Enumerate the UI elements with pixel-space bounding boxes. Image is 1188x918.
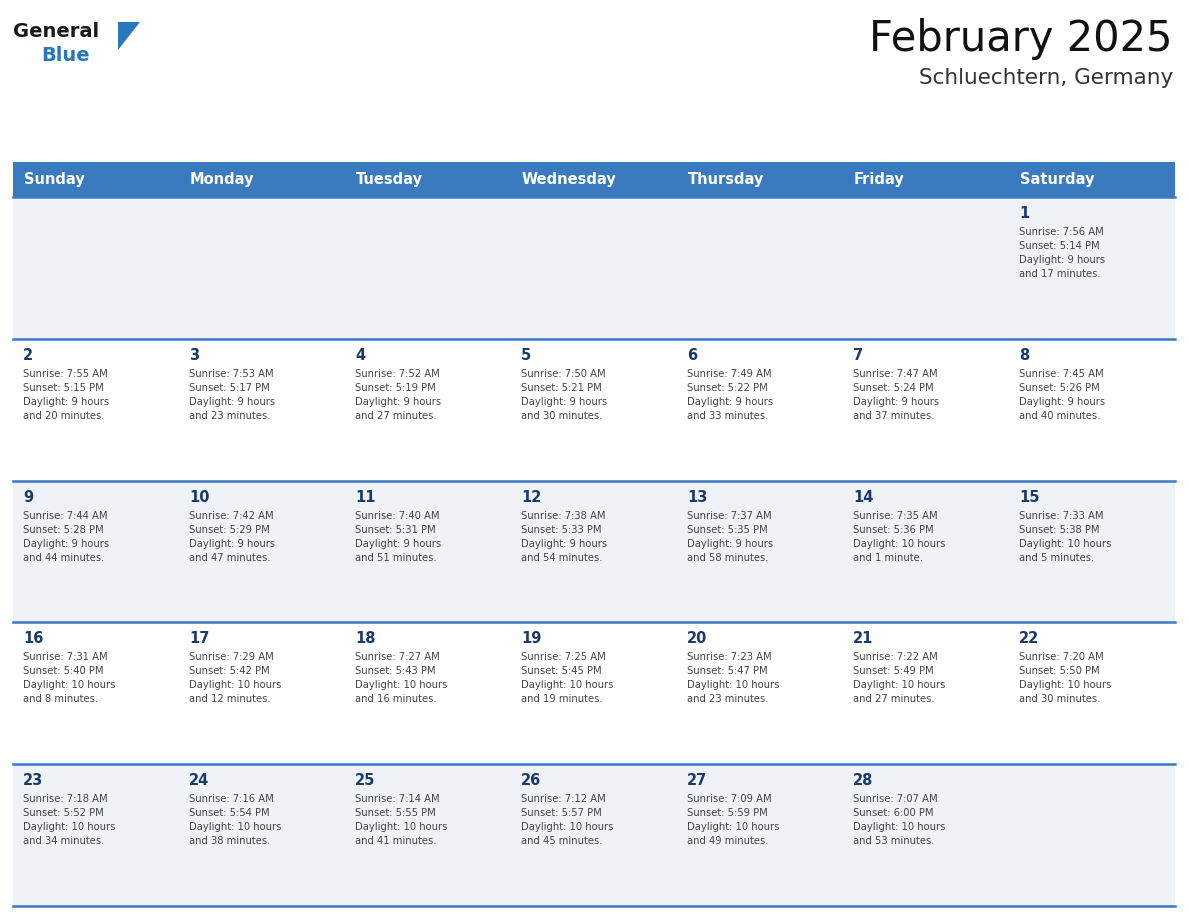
Text: 26: 26 <box>522 773 542 789</box>
Text: 9: 9 <box>23 489 33 505</box>
Text: Sunrise: 7:42 AM
Sunset: 5:29 PM
Daylight: 9 hours
and 47 minutes.: Sunrise: 7:42 AM Sunset: 5:29 PM Dayligh… <box>189 510 276 563</box>
Text: 11: 11 <box>355 489 375 505</box>
Text: Sunrise: 7:50 AM
Sunset: 5:21 PM
Daylight: 9 hours
and 30 minutes.: Sunrise: 7:50 AM Sunset: 5:21 PM Dayligh… <box>522 369 607 420</box>
Text: 23: 23 <box>23 773 43 789</box>
Bar <box>179 162 345 197</box>
Text: Sunrise: 7:23 AM
Sunset: 5:47 PM
Daylight: 10 hours
and 23 minutes.: Sunrise: 7:23 AM Sunset: 5:47 PM Dayligh… <box>687 653 779 704</box>
Text: 17: 17 <box>189 632 209 646</box>
Bar <box>13 162 179 197</box>
Text: Sunrise: 7:53 AM
Sunset: 5:17 PM
Daylight: 9 hours
and 23 minutes.: Sunrise: 7:53 AM Sunset: 5:17 PM Dayligh… <box>189 369 276 420</box>
Text: Sunrise: 7:44 AM
Sunset: 5:28 PM
Daylight: 9 hours
and 44 minutes.: Sunrise: 7:44 AM Sunset: 5:28 PM Dayligh… <box>23 510 109 563</box>
Bar <box>511 162 677 197</box>
Text: Sunrise: 7:55 AM
Sunset: 5:15 PM
Daylight: 9 hours
and 20 minutes.: Sunrise: 7:55 AM Sunset: 5:15 PM Dayligh… <box>23 369 109 420</box>
Text: 15: 15 <box>1019 489 1040 505</box>
Text: 7: 7 <box>853 348 864 363</box>
Text: Sunrise: 7:27 AM
Sunset: 5:43 PM
Daylight: 10 hours
and 16 minutes.: Sunrise: 7:27 AM Sunset: 5:43 PM Dayligh… <box>355 653 448 704</box>
Text: Sunday: Sunday <box>24 172 84 187</box>
Text: Saturday: Saturday <box>1020 172 1094 187</box>
Text: 24: 24 <box>189 773 209 789</box>
Text: 20: 20 <box>687 632 707 646</box>
Text: 27: 27 <box>687 773 707 789</box>
Polygon shape <box>118 22 140 50</box>
Text: 25: 25 <box>355 773 375 789</box>
Text: Sunrise: 7:14 AM
Sunset: 5:55 PM
Daylight: 10 hours
and 41 minutes.: Sunrise: 7:14 AM Sunset: 5:55 PM Dayligh… <box>355 794 448 846</box>
Text: 28: 28 <box>853 773 873 789</box>
Text: 13: 13 <box>687 489 707 505</box>
Text: Sunrise: 7:35 AM
Sunset: 5:36 PM
Daylight: 10 hours
and 1 minute.: Sunrise: 7:35 AM Sunset: 5:36 PM Dayligh… <box>853 510 946 563</box>
Text: Sunrise: 7:18 AM
Sunset: 5:52 PM
Daylight: 10 hours
and 34 minutes.: Sunrise: 7:18 AM Sunset: 5:52 PM Dayligh… <box>23 794 115 846</box>
Text: Blue: Blue <box>42 46 89 65</box>
Bar <box>13 622 1175 764</box>
Text: Sunrise: 7:16 AM
Sunset: 5:54 PM
Daylight: 10 hours
and 38 minutes.: Sunrise: 7:16 AM Sunset: 5:54 PM Dayligh… <box>189 794 282 846</box>
Text: 6: 6 <box>687 348 697 363</box>
Text: 3: 3 <box>189 348 200 363</box>
Text: Tuesday: Tuesday <box>356 172 423 187</box>
Text: Sunrise: 7:31 AM
Sunset: 5:40 PM
Daylight: 10 hours
and 8 minutes.: Sunrise: 7:31 AM Sunset: 5:40 PM Dayligh… <box>23 653 115 704</box>
Text: 21: 21 <box>853 632 873 646</box>
Text: Sunrise: 7:40 AM
Sunset: 5:31 PM
Daylight: 9 hours
and 51 minutes.: Sunrise: 7:40 AM Sunset: 5:31 PM Dayligh… <box>355 510 441 563</box>
Text: Sunrise: 7:12 AM
Sunset: 5:57 PM
Daylight: 10 hours
and 45 minutes.: Sunrise: 7:12 AM Sunset: 5:57 PM Dayligh… <box>522 794 613 846</box>
Text: 16: 16 <box>23 632 44 646</box>
Text: Sunrise: 7:29 AM
Sunset: 5:42 PM
Daylight: 10 hours
and 12 minutes.: Sunrise: 7:29 AM Sunset: 5:42 PM Dayligh… <box>189 653 282 704</box>
Text: Sunrise: 7:33 AM
Sunset: 5:38 PM
Daylight: 10 hours
and 5 minutes.: Sunrise: 7:33 AM Sunset: 5:38 PM Dayligh… <box>1019 510 1112 563</box>
Text: Sunrise: 7:22 AM
Sunset: 5:49 PM
Daylight: 10 hours
and 27 minutes.: Sunrise: 7:22 AM Sunset: 5:49 PM Dayligh… <box>853 653 946 704</box>
Text: 10: 10 <box>189 489 209 505</box>
Bar <box>13 339 1175 481</box>
Text: Sunrise: 7:07 AM
Sunset: 6:00 PM
Daylight: 10 hours
and 53 minutes.: Sunrise: 7:07 AM Sunset: 6:00 PM Dayligh… <box>853 794 946 846</box>
Text: Sunrise: 7:38 AM
Sunset: 5:33 PM
Daylight: 9 hours
and 54 minutes.: Sunrise: 7:38 AM Sunset: 5:33 PM Dayligh… <box>522 510 607 563</box>
Text: Sunrise: 7:20 AM
Sunset: 5:50 PM
Daylight: 10 hours
and 30 minutes.: Sunrise: 7:20 AM Sunset: 5:50 PM Dayligh… <box>1019 653 1112 704</box>
Text: 2: 2 <box>23 348 33 363</box>
Bar <box>843 162 1009 197</box>
Bar <box>677 162 843 197</box>
Bar <box>1009 162 1175 197</box>
Text: Sunrise: 7:49 AM
Sunset: 5:22 PM
Daylight: 9 hours
and 33 minutes.: Sunrise: 7:49 AM Sunset: 5:22 PM Dayligh… <box>687 369 773 420</box>
Text: 22: 22 <box>1019 632 1040 646</box>
Text: 8: 8 <box>1019 348 1029 363</box>
Text: 4: 4 <box>355 348 365 363</box>
Text: February 2025: February 2025 <box>870 18 1173 60</box>
Bar <box>345 162 511 197</box>
Text: Sunrise: 7:25 AM
Sunset: 5:45 PM
Daylight: 10 hours
and 19 minutes.: Sunrise: 7:25 AM Sunset: 5:45 PM Dayligh… <box>522 653 613 704</box>
Text: Schluechtern, Germany: Schluechtern, Germany <box>918 68 1173 88</box>
Text: 19: 19 <box>522 632 542 646</box>
Bar <box>13 481 1175 622</box>
Text: Sunrise: 7:37 AM
Sunset: 5:35 PM
Daylight: 9 hours
and 58 minutes.: Sunrise: 7:37 AM Sunset: 5:35 PM Dayligh… <box>687 510 773 563</box>
Text: Thursday: Thursday <box>688 172 764 187</box>
Text: 5: 5 <box>522 348 531 363</box>
Text: Monday: Monday <box>190 172 254 187</box>
Text: 1: 1 <box>1019 206 1029 221</box>
Text: Sunrise: 7:09 AM
Sunset: 5:59 PM
Daylight: 10 hours
and 49 minutes.: Sunrise: 7:09 AM Sunset: 5:59 PM Dayligh… <box>687 794 779 846</box>
Bar <box>13 764 1175 906</box>
Text: Sunrise: 7:56 AM
Sunset: 5:14 PM
Daylight: 9 hours
and 17 minutes.: Sunrise: 7:56 AM Sunset: 5:14 PM Dayligh… <box>1019 227 1105 279</box>
Text: Friday: Friday <box>854 172 905 187</box>
Text: Sunrise: 7:45 AM
Sunset: 5:26 PM
Daylight: 9 hours
and 40 minutes.: Sunrise: 7:45 AM Sunset: 5:26 PM Dayligh… <box>1019 369 1105 420</box>
Text: Wednesday: Wednesday <box>522 172 617 187</box>
Text: General: General <box>13 22 99 41</box>
Text: Sunrise: 7:52 AM
Sunset: 5:19 PM
Daylight: 9 hours
and 27 minutes.: Sunrise: 7:52 AM Sunset: 5:19 PM Dayligh… <box>355 369 441 420</box>
Bar <box>13 197 1175 339</box>
Text: Sunrise: 7:47 AM
Sunset: 5:24 PM
Daylight: 9 hours
and 37 minutes.: Sunrise: 7:47 AM Sunset: 5:24 PM Dayligh… <box>853 369 940 420</box>
Text: 18: 18 <box>355 632 375 646</box>
Text: 14: 14 <box>853 489 873 505</box>
Text: 12: 12 <box>522 489 542 505</box>
